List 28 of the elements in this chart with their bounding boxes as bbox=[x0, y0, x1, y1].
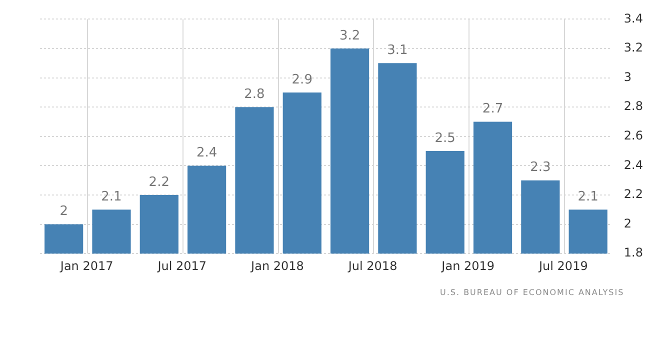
y-tick-label: 2 bbox=[624, 216, 632, 230]
data-label: 2.3 bbox=[530, 160, 551, 176]
data-label: 2.2 bbox=[148, 174, 170, 190]
x-tick-label: Jan 2018 bbox=[250, 258, 304, 273]
data-label: 2.9 bbox=[292, 72, 312, 88]
x-tick-label: Jul 2018 bbox=[347, 258, 398, 273]
x-tick-label: Jul 2019 bbox=[538, 258, 588, 273]
y-tick-label: 2.2 bbox=[624, 187, 644, 202]
y-tick-label: 2.4 bbox=[624, 158, 644, 172]
y-tick-label: 3 bbox=[624, 70, 632, 84]
x-tick-label: Jul 2017 bbox=[156, 258, 207, 273]
data-label: 3.2 bbox=[339, 28, 360, 44]
data-label: 2.1 bbox=[101, 190, 122, 205]
x-tick-label: Jan 2019 bbox=[440, 258, 495, 273]
y-tick-label: 2.8 bbox=[624, 99, 644, 114]
y-tick-label: 2.6 bbox=[624, 128, 644, 143]
data-label: 2 bbox=[60, 204, 68, 220]
data-label: 2.8 bbox=[244, 86, 265, 102]
y-tick-label: 3.4 bbox=[624, 11, 644, 26]
data-label: 2.1 bbox=[578, 190, 598, 205]
data-label: 2.5 bbox=[434, 130, 456, 146]
text: U.S. BUREAU OF ECONOMIC ANALYSIS bbox=[440, 288, 624, 297]
x-tick-label: Jan 2017 bbox=[59, 258, 114, 273]
data-label: 2.4 bbox=[196, 146, 218, 161]
data-label: 2.7 bbox=[482, 102, 504, 117]
y-tick-label: 3.2 bbox=[624, 40, 644, 55]
data-label: 3.1 bbox=[387, 43, 408, 58]
y-tick-label: 1.8 bbox=[624, 246, 644, 260]
